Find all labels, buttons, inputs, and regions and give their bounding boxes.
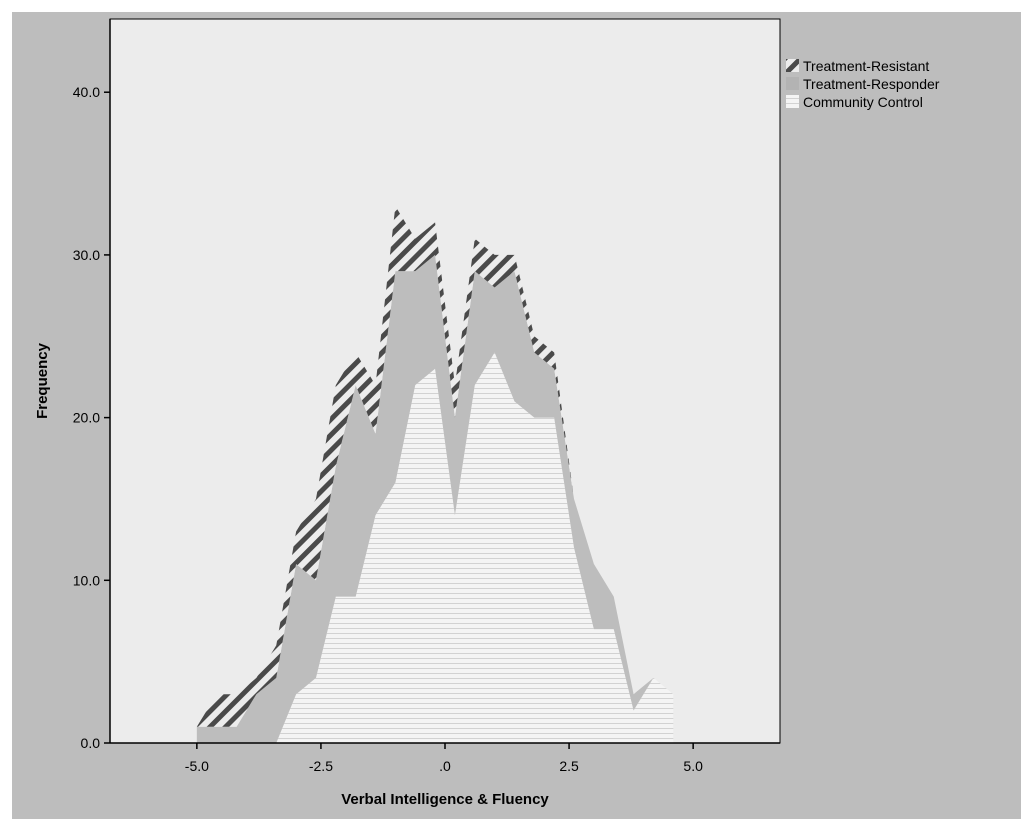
y-tick-label: 20.0 — [73, 410, 100, 426]
area-community-control — [196, 352, 674, 743]
y-tick-label: 40.0 — [73, 84, 100, 100]
plot-frame — [109, 18, 781, 744]
y-tick-label: 0.0 — [81, 735, 101, 751]
y-axis-ticks: 0.0 10.0 20.0 30.0 40.0 — [73, 84, 110, 751]
legend-swatch-treatment-responder — [786, 77, 799, 90]
y-tick-label: 10.0 — [73, 572, 100, 588]
area-treatment-responder — [196, 254, 674, 744]
legend-swatch-community-control — [786, 95, 799, 108]
legend-label-treatment-resistant: Treatment-Resistant — [803, 58, 929, 74]
x-tick-label: .0 — [439, 758, 451, 774]
y-tick-label: 30.0 — [73, 247, 100, 263]
legend-label-treatment-responder: Treatment-Responder — [803, 76, 940, 92]
x-tick-label: -5.0 — [185, 758, 209, 774]
x-tick-label: 5.0 — [683, 758, 703, 774]
areas-layer — [196, 206, 674, 744]
x-axis-ticks: -5.0 -2.5 .0 2.5 5.0 — [185, 743, 703, 774]
legend: Treatment-Resistant Treatment-Responder … — [786, 58, 940, 110]
x-axis-label: Verbal Intelligence & Fluency — [341, 791, 549, 808]
legend-swatch-treatment-resistant — [786, 59, 799, 72]
x-tick-label: -2.5 — [309, 758, 333, 774]
legend-label-community-control: Community Control — [803, 94, 923, 110]
y-axis-label: Frequency — [34, 342, 51, 419]
x-tick-label: 2.5 — [559, 758, 579, 774]
